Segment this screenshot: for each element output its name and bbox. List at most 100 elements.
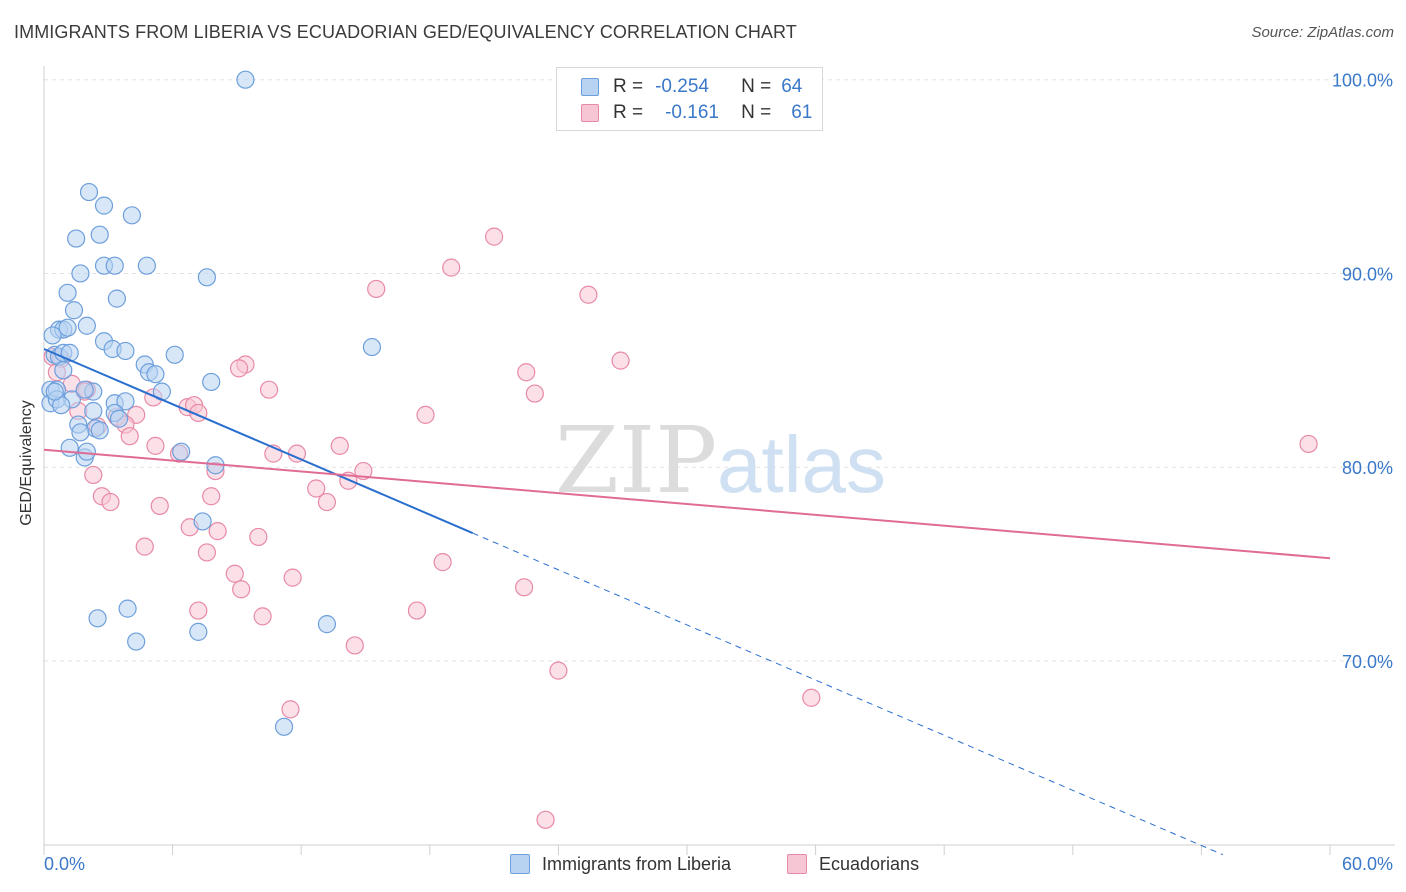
ecuadorians-point [1299, 434, 1318, 454]
ecuadorians-point [579, 285, 598, 304]
liberia-point [193, 512, 212, 531]
trendlines [43, 348, 1331, 856]
correlation-legend: R = -0.254 N = 64 R = -0.161 N = 61 [556, 67, 823, 131]
legend-label-ecuadorians: Ecuadorians [819, 853, 920, 874]
liberia-point [90, 421, 109, 440]
legend-r-value: -0.161 [665, 102, 719, 123]
liberia-points [41, 70, 382, 736]
ecuadorians-point [101, 492, 120, 512]
liberia-point [88, 609, 107, 628]
liberia-point [116, 392, 135, 411]
ecuadorians-point [485, 227, 504, 246]
liberia-point [137, 256, 156, 275]
legend-r-label: R = [613, 76, 644, 97]
ecuadorians-point [549, 661, 568, 680]
legend-row-ecuadorians: R = -0.161 N = 61 [581, 101, 812, 125]
bottom-legend-ecuadorians: Ecuadorians [787, 852, 919, 876]
ecuadorians-point [307, 479, 326, 498]
ecuadorians-point [354, 461, 373, 481]
legend-n-value: 64 [781, 76, 803, 97]
liberia-point [165, 345, 184, 364]
source-label: Source: ZipAtlas.com [1251, 24, 1394, 41]
watermark: ZIP atlas [555, 407, 886, 514]
ecuadorians-point [253, 607, 272, 626]
liberia-point [43, 326, 62, 345]
liberia-point [362, 337, 382, 357]
liberia-point [172, 442, 191, 461]
liberia-point [189, 622, 208, 641]
liberia-point [75, 380, 94, 399]
ecuadorians-points [43, 227, 1318, 829]
ecuadorians-point [281, 700, 300, 719]
liberia-point [116, 341, 135, 361]
legend-n-label: N = [741, 102, 772, 123]
ecuadorians-point [317, 492, 337, 512]
ecuadorians-point [84, 465, 103, 485]
liberia-point [109, 409, 129, 428]
x-tick-label: 60.0% [1342, 854, 1393, 874]
ecuadorians-point [225, 564, 244, 583]
liberia-trendline [43, 348, 474, 534]
ecuadorians-point [259, 380, 279, 399]
liberia-point [317, 615, 337, 634]
legend-row-liberia: R = -0.254 N = 64 [581, 75, 802, 99]
ecuadorians-point [146, 436, 165, 455]
liberia-point [77, 442, 96, 461]
tick-labels: 70.0% 80.0% 90.0% 100.0% 0.0% 60.0% [44, 71, 1393, 874]
liberia-point [236, 70, 255, 89]
ecuadorians-point [407, 601, 427, 620]
liberia-point [45, 382, 64, 401]
liberia-point [64, 301, 84, 320]
ecuadorians-point [202, 487, 221, 506]
axes [43, 66, 1395, 855]
liberia-point [58, 283, 77, 302]
legend-n-value: 61 [791, 102, 813, 123]
liberia-trendline-extension [472, 532, 1224, 856]
liberia-point [127, 632, 146, 651]
liberia-point [84, 401, 103, 421]
ecuadorians-point [416, 405, 435, 424]
liberia-point [274, 717, 294, 736]
liberia-point [107, 289, 126, 308]
watermark-atlas: atlas [717, 420, 886, 509]
ecuadorians-point [345, 636, 364, 655]
ecuadorians-point [525, 384, 544, 403]
ecuadorians-point [536, 810, 555, 829]
liberia-point [122, 206, 141, 225]
y-tick-label: 90.0% [1342, 264, 1393, 284]
liberia-point [54, 361, 73, 380]
ecuadorians-point [367, 279, 386, 299]
liberia-point [118, 599, 137, 618]
bottom-legend-liberia: Immigrants from Liberia [510, 852, 731, 876]
liberia-point [60, 343, 79, 362]
ecuadorians-point [283, 568, 302, 587]
ecuadorians-trendline [43, 448, 1331, 560]
legend-label-liberia: Immigrants from Liberia [542, 853, 732, 874]
ecuadorians-point [232, 580, 251, 599]
ecuadorians-point [249, 527, 268, 547]
y-tick-label: 70.0% [1342, 652, 1393, 672]
ecuadorians-point [442, 258, 461, 277]
liberia-point [146, 365, 165, 384]
ecuadorians-point [120, 427, 139, 446]
y-tick-label: 80.0% [1342, 458, 1393, 478]
chart-title: IMMIGRANTS FROM LIBERIA VS ECUADORIAN GE… [14, 22, 797, 42]
ecuadorians-point [189, 601, 208, 620]
ecuadorians-point [433, 553, 452, 572]
legend-r-label: R = [613, 102, 644, 123]
legend-r-value: -0.254 [655, 76, 709, 97]
liberia-point [202, 372, 221, 392]
ecuadorians-point [197, 543, 216, 562]
ecuadorians-point [515, 578, 534, 597]
liberia-point [197, 268, 216, 287]
ecuadorians-point [611, 351, 630, 370]
liberia-point [71, 423, 90, 442]
ecuadorians-point [150, 496, 169, 516]
liberia-point [79, 182, 99, 202]
liberia-point [71, 264, 90, 283]
liberia-swatch [510, 854, 530, 874]
liberia-point [90, 225, 109, 244]
y-tick-label: 100.0% [1332, 71, 1393, 91]
ecuadorians-point [229, 359, 249, 378]
x-tick-label: 0.0% [44, 854, 85, 874]
